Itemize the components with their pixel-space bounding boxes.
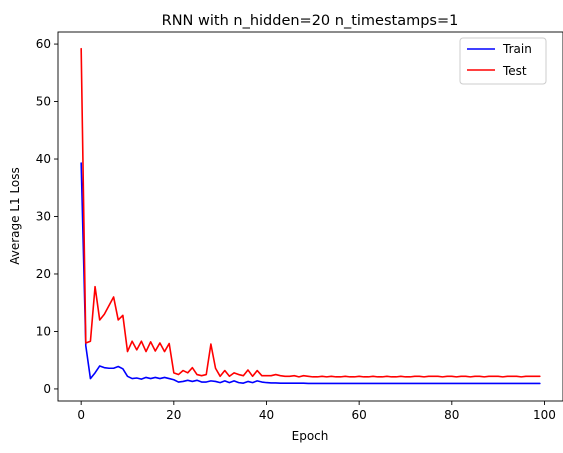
legend-label-train: Train bbox=[502, 42, 532, 56]
y-tick-label: 20 bbox=[36, 267, 51, 281]
x-tick-label: 0 bbox=[77, 408, 85, 422]
x-tick-label: 80 bbox=[444, 408, 459, 422]
series-line-train bbox=[80, 162, 541, 385]
x-axis-label: Epoch bbox=[292, 429, 329, 443]
series-line-test bbox=[80, 47, 541, 378]
y-tick-label: 0 bbox=[43, 382, 51, 396]
y-tick-label: 60 bbox=[36, 37, 51, 51]
y-axis-label: Average L1 Loss bbox=[8, 167, 22, 265]
series-layer bbox=[80, 47, 541, 385]
x-tick-label: 60 bbox=[352, 408, 367, 422]
chart-title: RNN with n_hidden=20 n_timestamps=1 bbox=[162, 13, 459, 29]
y-tick-label: 50 bbox=[36, 95, 51, 109]
x-tick-label: 20 bbox=[166, 408, 181, 422]
x-tick-label: 100 bbox=[533, 408, 556, 422]
x-tick-label: 40 bbox=[259, 408, 274, 422]
y-tick-label: 10 bbox=[36, 324, 51, 338]
legend: Train Test bbox=[459, 37, 547, 85]
y-tick-label: 30 bbox=[36, 210, 51, 224]
y-tick-label: 40 bbox=[36, 152, 51, 166]
axis-ticks: 0 20 40 60 80 100 0 10 20 30 40 50 60 bbox=[36, 37, 556, 422]
legend-label-test: Test bbox=[502, 64, 527, 78]
